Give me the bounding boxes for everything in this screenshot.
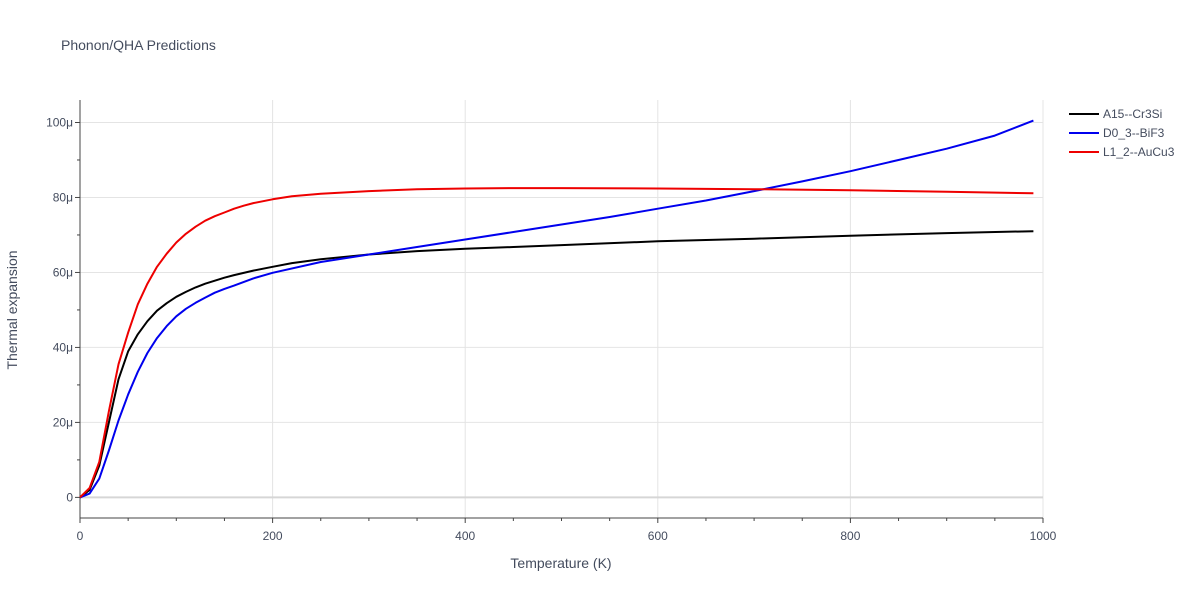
x-tick-label: 800 (840, 529, 860, 543)
legend-item[interactable]: A15--Cr3Si (1069, 107, 1162, 121)
y-tick-label: 40μ (53, 340, 73, 354)
legend-item[interactable]: D0_3--BiF3 (1069, 126, 1165, 140)
y-tick-label: 20μ (53, 415, 73, 429)
x-axis-title: Temperature (K) (510, 555, 611, 571)
legend-label: D0_3--BiF3 (1103, 126, 1165, 140)
legend-label: L1_2--AuCu3 (1103, 145, 1175, 159)
legend-label: A15--Cr3Si (1103, 107, 1162, 121)
y-axis-title: Thermal expansion (4, 250, 20, 369)
legend-item[interactable]: L1_2--AuCu3 (1069, 145, 1175, 159)
legend[interactable]: A15--Cr3Si D0_3--BiF3 L1_2--AuCu3 (1069, 107, 1175, 159)
y-tick-label: 60μ (53, 265, 73, 279)
x-ticks: 0 200 400 600 800 1000 (77, 518, 1057, 543)
x-tick-label: 400 (455, 529, 475, 543)
series-line-1[interactable] (79, 119, 1034, 499)
y-ticks: 0 20μ 40μ 60μ 80μ 100μ (46, 115, 80, 504)
y-tick-label: 80μ (53, 190, 73, 204)
series-lines (79, 119, 1034, 499)
x-tick-label: 0 (77, 529, 84, 543)
x-tick-label: 200 (263, 529, 283, 543)
y-tick-label: 0 (66, 490, 73, 504)
x-tick-label: 600 (648, 529, 668, 543)
series-line-2[interactable] (79, 187, 1034, 499)
y-tick-label: 100μ (46, 115, 73, 129)
grid-lines (80, 100, 1044, 518)
chart-title: Phonon/QHA Predictions (61, 37, 216, 53)
series-line-0[interactable] (79, 230, 1034, 499)
x-tick-label: 1000 (1030, 529, 1057, 543)
axes (79, 100, 1043, 519)
